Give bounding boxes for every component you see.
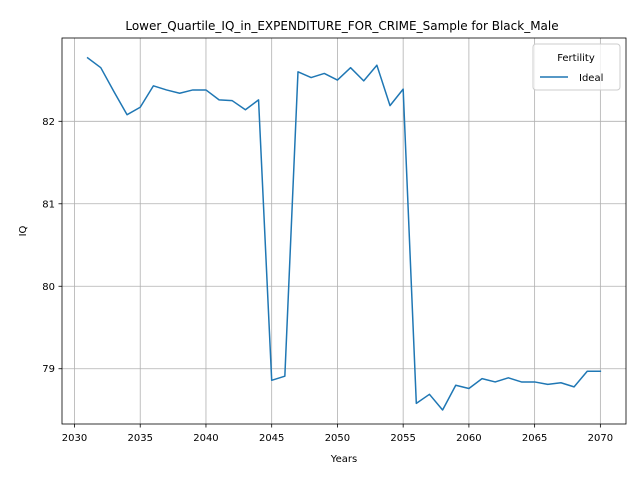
- data-point: [337, 80, 338, 81]
- x-tick-label: 2065: [522, 433, 547, 444]
- y-tick-label: 82: [42, 117, 55, 128]
- data-point: [468, 388, 469, 389]
- data-point: [376, 65, 377, 66]
- x-tick-label: 2055: [390, 433, 415, 444]
- data-point: [455, 385, 456, 386]
- y-tick-label: 81: [42, 199, 55, 210]
- data-point: [153, 85, 154, 86]
- data-point: [587, 371, 588, 372]
- x-tick-label: 2040: [193, 433, 218, 444]
- x-axis-label: Years: [330, 454, 357, 465]
- data-point: [534, 381, 535, 382]
- data-point: [87, 57, 88, 58]
- data-point: [390, 105, 391, 106]
- data-point: [113, 91, 114, 92]
- data-point: [232, 100, 233, 101]
- data-point: [350, 67, 351, 68]
- x-tick-label: 2035: [127, 433, 152, 444]
- data-point: [508, 377, 509, 378]
- y-axis-ticks: 79 80 81 82: [42, 117, 62, 375]
- data-point: [284, 376, 285, 377]
- plot-frame: [61, 37, 627, 425]
- plot-area: [62, 38, 626, 424]
- x-axis-ticks: 2030 2035 2040 2045 2050 2055 2060 2065 2070: [62, 424, 613, 444]
- legend-box: [532, 43, 621, 91]
- data-point: [179, 93, 180, 94]
- data-point: [482, 378, 483, 379]
- legend-title: Fertility: [557, 53, 595, 64]
- data-point: [271, 380, 272, 381]
- x-tick-label: 2060: [456, 433, 481, 444]
- y-tick-label: 80: [42, 282, 55, 293]
- y-axis-label: IQ: [18, 225, 29, 236]
- x-tick-label: 2050: [325, 433, 350, 444]
- data-point: [429, 394, 430, 395]
- data-point: [403, 89, 404, 90]
- y-tick-label: 79: [42, 364, 55, 375]
- data-point: [560, 382, 561, 383]
- x-tick-label: 2070: [588, 433, 613, 444]
- data-point: [416, 403, 417, 404]
- data-point: [166, 89, 167, 90]
- legend: Fertility Ideal: [532, 43, 621, 91]
- data-point: [521, 381, 522, 382]
- data-point: [205, 89, 206, 90]
- data-point: [311, 77, 312, 78]
- data-point: [192, 89, 193, 90]
- x-tick-label: 2030: [62, 433, 87, 444]
- data-point: [245, 109, 246, 110]
- data-point: [140, 107, 141, 108]
- data-point: [442, 409, 443, 410]
- data-point: [258, 99, 259, 100]
- data-point: [574, 386, 575, 387]
- data-point: [297, 71, 298, 72]
- chart-title: Lower_Quartile_IQ_in_EXPENDITURE_FOR_CRI…: [125, 19, 558, 33]
- legend-label-ideal: Ideal: [579, 73, 603, 84]
- data-point: [219, 99, 220, 100]
- series-layer: [86, 56, 602, 411]
- data-point: [600, 371, 601, 372]
- x-tick-label: 2045: [259, 433, 284, 444]
- data-point: [547, 384, 548, 385]
- data-point: [324, 73, 325, 74]
- data-point: [495, 381, 496, 382]
- data-point: [127, 114, 128, 115]
- series-line-ideal: [86, 56, 602, 411]
- data-point: [100, 67, 101, 68]
- data-point: [363, 80, 364, 81]
